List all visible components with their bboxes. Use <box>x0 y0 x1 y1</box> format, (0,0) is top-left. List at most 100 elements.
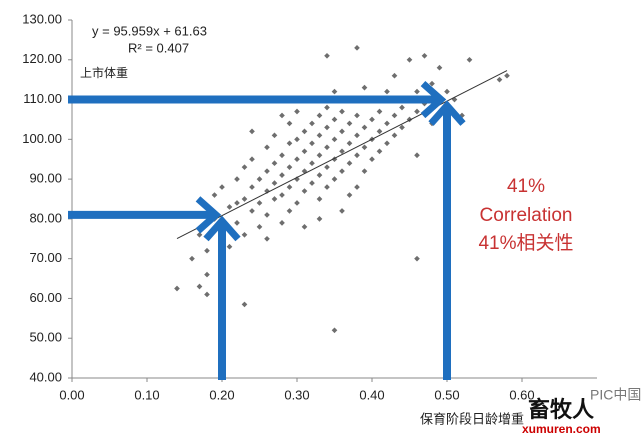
point <box>309 160 315 167</box>
y-tick-label: 60.00 <box>29 290 62 305</box>
annotation: 41% <box>507 176 545 197</box>
point <box>331 88 338 95</box>
point <box>376 148 383 155</box>
point <box>316 216 323 222</box>
point <box>414 108 420 115</box>
point <box>361 144 368 151</box>
point <box>301 148 308 155</box>
point <box>256 176 263 182</box>
y-tick-label: 130.00 <box>22 11 62 26</box>
point <box>256 200 263 206</box>
point <box>264 212 270 218</box>
point <box>376 128 383 135</box>
point <box>279 112 285 119</box>
point <box>279 152 285 159</box>
point <box>234 176 240 182</box>
point <box>466 56 473 63</box>
x-axis-label: 保育阶段日龄增重 <box>420 411 524 426</box>
point <box>234 200 240 206</box>
point <box>324 52 330 59</box>
point <box>204 291 210 298</box>
x-tick-label: 0.00 <box>59 387 84 402</box>
point <box>361 124 368 131</box>
point <box>249 184 255 190</box>
point <box>316 172 323 178</box>
point <box>249 208 255 214</box>
point <box>316 112 323 119</box>
point <box>346 192 353 198</box>
x-tick-label: 0.50 <box>434 387 459 402</box>
point <box>324 164 330 171</box>
point <box>301 188 308 194</box>
arrow-head <box>203 215 241 242</box>
trendline <box>176 70 508 239</box>
arrow-head <box>420 80 447 119</box>
point <box>414 255 420 262</box>
point <box>316 152 323 159</box>
watermark: 畜牧人 <box>528 397 594 422</box>
point <box>354 152 360 159</box>
point <box>324 144 330 151</box>
point <box>286 164 293 171</box>
point <box>219 184 225 190</box>
point <box>294 156 300 163</box>
watermark: xumuren.com <box>522 422 601 436</box>
point <box>346 160 353 167</box>
point <box>391 72 398 79</box>
point <box>346 140 353 147</box>
y-tick-label: 100.00 <box>22 131 62 146</box>
point <box>316 196 323 202</box>
point <box>309 180 315 186</box>
point <box>241 196 248 202</box>
point <box>241 231 248 238</box>
point <box>279 192 285 198</box>
x-tick-label: 0.40 <box>359 387 384 402</box>
x-tick-label: 0.60 <box>509 387 534 402</box>
point <box>406 56 413 63</box>
point <box>249 156 255 163</box>
point <box>354 184 360 190</box>
point <box>331 327 338 334</box>
point <box>271 180 278 186</box>
point <box>279 220 285 226</box>
point <box>339 148 345 155</box>
point <box>369 116 375 123</box>
point <box>204 271 210 278</box>
point <box>196 231 203 238</box>
point <box>301 224 308 230</box>
y-tick-label: 40.00 <box>29 369 62 384</box>
point <box>384 140 390 147</box>
point <box>196 283 203 290</box>
point <box>339 208 345 214</box>
point <box>286 120 293 127</box>
y-tick-label: 80.00 <box>29 210 62 225</box>
point <box>444 88 450 95</box>
point <box>174 285 180 292</box>
equation: y = 95.959x + 61.63 <box>92 23 207 38</box>
point <box>309 140 315 147</box>
x-tick-label: 0.30 <box>284 387 309 402</box>
point <box>279 172 285 178</box>
r-squared: R² = 0.407 <box>128 40 189 55</box>
point <box>271 160 278 167</box>
x-tick-label: 0.20 <box>209 387 234 402</box>
point <box>339 168 345 174</box>
point <box>414 88 420 95</box>
y-tick-label: 110.00 <box>23 91 62 106</box>
annotation: 41%相关性 <box>478 232 573 254</box>
annotation: Correlation <box>480 205 573 226</box>
point <box>384 88 390 95</box>
point <box>241 164 248 171</box>
point <box>234 220 240 226</box>
point <box>391 132 398 139</box>
point <box>331 136 338 143</box>
point <box>264 168 270 174</box>
point <box>286 140 293 147</box>
point <box>294 136 300 143</box>
point <box>414 152 420 159</box>
point <box>211 192 218 198</box>
point <box>271 196 278 202</box>
point <box>226 243 233 250</box>
point <box>324 124 330 131</box>
